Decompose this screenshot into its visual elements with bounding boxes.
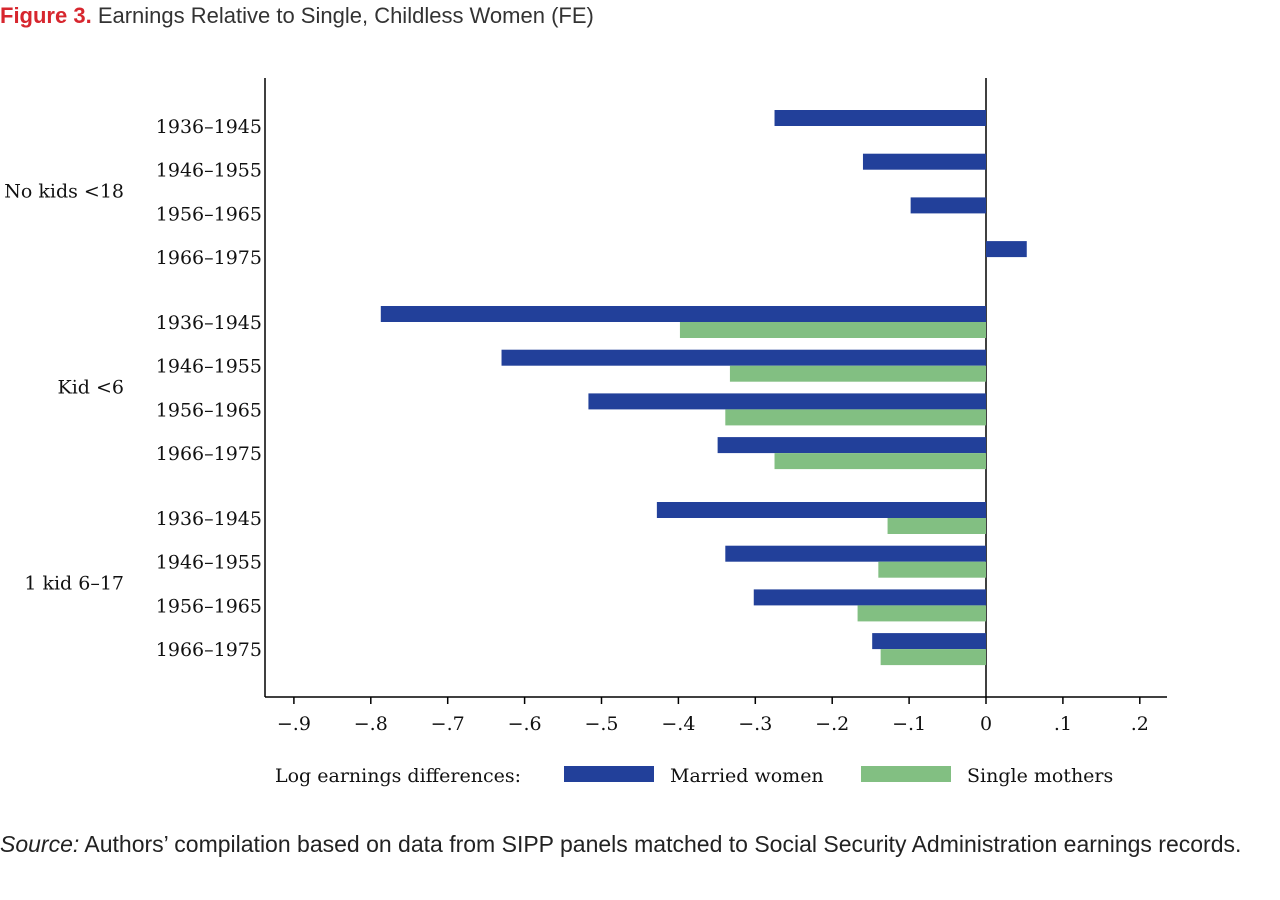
legend-label-married: Married women [670, 765, 824, 787]
bar-single-mothers [679, 322, 986, 338]
source-note: Source: Authors’ compilation based on da… [0, 825, 1278, 863]
x-tick-label: .2 [1131, 713, 1149, 735]
bar-chart: 1936–1945 1946–1955 1956–1965 1966–1975 No k… [4, 78, 1167, 787]
bar-married-women [862, 153, 986, 170]
bar-married-women [380, 306, 986, 322]
row-label: 1966–1975 [156, 443, 262, 465]
x-tick-label: −.1 [892, 713, 926, 735]
bar-single-mothers [725, 409, 986, 426]
x-tick-label: −.7 [431, 713, 465, 735]
bar-married-women [717, 437, 986, 454]
bar-married-women [872, 633, 986, 650]
bar-married-women [774, 110, 986, 126]
x-tick-label: −.3 [738, 713, 772, 735]
source-text: Authors’ compilation based on data from … [79, 831, 1242, 857]
x-tick-label: −.9 [277, 713, 311, 735]
row-label: 1946–1955 [156, 160, 262, 182]
row-label: 1936–1945 [156, 508, 262, 530]
bar-single-mothers [729, 365, 986, 382]
source-label: Source: [0, 831, 80, 857]
row-label: 1966–1975 [156, 639, 262, 661]
group-label: No kids <18 [4, 181, 124, 203]
bar-single-mothers [887, 518, 986, 534]
bar-married-women [656, 502, 986, 518]
bar-married-women [753, 589, 986, 606]
bar-married-women [501, 349, 986, 366]
legend-swatch-married [564, 766, 654, 782]
x-tick-label: −.6 [508, 713, 542, 735]
row-label: 1966–1975 [156, 247, 262, 269]
bar-married-women [986, 241, 1027, 258]
legend-swatch-single [861, 766, 951, 782]
bar-married-women [588, 393, 986, 410]
x-tick-label: −.8 [354, 713, 388, 735]
bar-single-mothers [774, 453, 986, 470]
group-label: Kid <6 [58, 377, 124, 399]
row-label: 1946–1955 [156, 552, 262, 574]
bar-single-mothers [878, 561, 986, 578]
row-label: 1956–1965 [156, 203, 262, 225]
bar-single-mothers [857, 605, 986, 622]
bar-single-mothers [880, 649, 986, 666]
x-tick-label: .1 [1054, 713, 1072, 735]
bar-married-women [725, 545, 986, 562]
figure-label: Figure 3. [0, 3, 92, 28]
figure-title-text: Earnings Relative to Single, Childless W… [97, 3, 594, 28]
legend-title: Log earnings differences: [275, 765, 521, 787]
row-label: 1936–1945 [156, 116, 262, 138]
row-label: 1936–1945 [156, 312, 262, 334]
legend-label-single: Single mothers [967, 765, 1113, 787]
bar-married-women [910, 197, 986, 214]
x-tick-label: −.5 [584, 713, 618, 735]
figure-title: Figure 3. Earnings Relative to Single, C… [0, 0, 594, 32]
row-label: 1956–1965 [156, 595, 262, 617]
x-tick-label: 0 [980, 713, 992, 735]
x-tick-label: −.4 [661, 713, 695, 735]
x-tick-label: −.2 [815, 713, 849, 735]
group-label: 1 kid 6–17 [24, 573, 124, 595]
row-label: 1946–1955 [156, 356, 262, 378]
row-label: 1956–1965 [156, 399, 262, 421]
